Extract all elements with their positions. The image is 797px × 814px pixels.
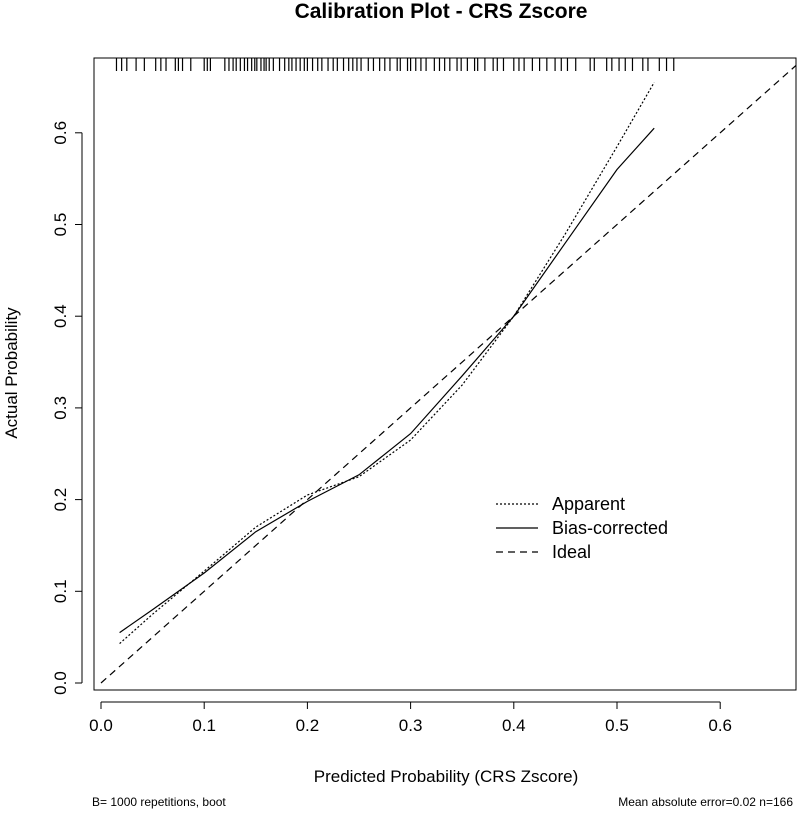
y-tick-label: 0.4 (51, 304, 70, 328)
footer-left: B= 1000 repetitions, boot (92, 795, 226, 809)
x-tick-label: 0.4 (502, 716, 526, 735)
x-tick-label: 0.6 (708, 716, 732, 735)
y-axis: 0.0 0.1 0.2 0.3 0.4 0.5 0.6 (51, 121, 83, 695)
y-tick-label: 0.3 (51, 396, 70, 420)
y-axis-label: Actual Probability (2, 307, 21, 439)
legend-label: Ideal (552, 542, 591, 562)
x-axis: 0.0 0.1 0.2 0.3 0.4 0.5 0.6 (89, 701, 732, 735)
chart-title: Calibration Plot - CRS Zscore (295, 0, 588, 23)
footer-right: Mean absolute error=0.02 n=166 (618, 795, 793, 809)
x-tick-label: 0.0 (89, 716, 113, 735)
series-line-ideal (100, 64, 796, 684)
x-axis-label: Predicted Probability (CRS Zscore) (314, 767, 579, 786)
x-tick-label: 0.5 (605, 716, 629, 735)
rug-ticks (115, 58, 675, 71)
plot-frame (93, 57, 797, 691)
legend: Apparent Bias-corrected Ideal (496, 494, 668, 562)
series-line-bias-corrected (119, 127, 655, 634)
series-line-apparent (119, 82, 655, 645)
legend-label: Bias-corrected (552, 518, 668, 538)
x-tick-label: 0.2 (296, 716, 320, 735)
y-tick-label: 0.5 (51, 213, 70, 237)
series-group (100, 64, 796, 684)
y-tick-label: 0.2 (51, 488, 70, 512)
y-tick-label: 0.6 (51, 121, 70, 145)
y-tick-label: 0.1 (51, 579, 70, 603)
x-tick-label: 0.1 (192, 716, 216, 735)
legend-label: Apparent (552, 494, 625, 514)
x-tick-label: 0.3 (399, 716, 423, 735)
y-tick-label: 0.0 (51, 671, 70, 695)
